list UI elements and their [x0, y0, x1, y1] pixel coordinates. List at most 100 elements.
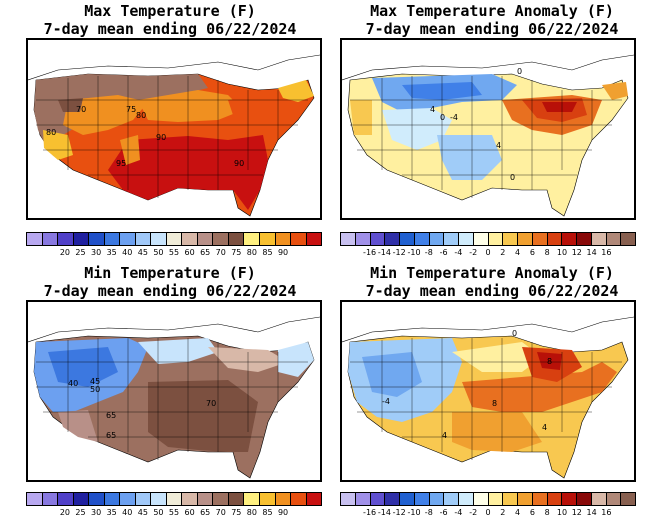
colorbar-swatch	[151, 233, 167, 245]
colorbar-min-temp	[26, 492, 322, 506]
colorbar-ticks-max-anom: -16 -14 -12 -10 -8 -6 -4 -2 0 2 4 6 8 10 12 14 16	[340, 248, 636, 260]
colorbar-tick-label: -12	[392, 508, 406, 517]
colorbar-swatch	[400, 233, 415, 245]
colorbar-swatch	[213, 233, 229, 245]
colorbar-tick-label: 8	[544, 248, 550, 257]
colorbar-tick-label: 8	[544, 508, 550, 517]
colorbar-tick-label: -2	[469, 508, 478, 517]
map-label: 4	[542, 423, 547, 432]
colorbar-swatch	[182, 493, 198, 505]
panel-title-min-temp: Min Temperature (F) 7-day mean ending 06…	[10, 264, 330, 300]
colorbar-tick-label: 20	[59, 508, 71, 517]
colorbar-swatch	[429, 493, 445, 505]
map-max-anom: 0 4 0 -4 4 0	[340, 38, 636, 220]
colorbar-swatch	[385, 233, 400, 245]
title-line2: 7-day mean ending 06/22/2024	[43, 20, 297, 38]
colorbar-tick-label: 40	[122, 248, 133, 257]
colorbar-swatch	[621, 493, 635, 505]
colorbar-tick-label: -14	[377, 508, 391, 517]
map-min-anom-svg: -4 0 4 4 8 8	[342, 302, 634, 480]
map-label: 0	[440, 113, 445, 122]
colorbar-swatch	[606, 493, 622, 505]
colorbar-tick-label: 10	[556, 508, 568, 517]
colorbar-max-anom	[340, 232, 636, 246]
colorbar-tick-label: -6	[439, 248, 448, 257]
colorbar-swatch	[27, 493, 43, 505]
colorbar-swatch	[414, 233, 430, 245]
colorbar-swatch	[182, 233, 198, 245]
colorbar-tick-label: 60	[184, 248, 195, 257]
map-max-anom-svg: 0 4 0 -4 4 0	[342, 40, 634, 218]
colorbar-swatch	[562, 233, 577, 245]
colorbar-tick-label: 4	[515, 508, 521, 517]
colorbar-tick-label: 85	[262, 248, 273, 257]
colorbar-tick-label: 16	[601, 248, 612, 257]
colorbar-swatch	[591, 493, 607, 505]
colorbar-tick-label: -14	[377, 248, 391, 257]
colorbar-swatch	[503, 493, 518, 505]
map-label: 4	[496, 141, 501, 150]
title-line2: 7-day mean ending 06/22/2024	[365, 20, 619, 38]
colorbar-swatch	[488, 233, 504, 245]
colorbar-swatch	[341, 233, 356, 245]
colorbar-ticks-min-anom: -16 -14 -12 -10 -8 -6 -4 -2 0 2 4 6 8 10 12 14 16	[340, 508, 636, 520]
colorbar-swatch	[259, 233, 276, 245]
map-label: 80	[46, 128, 56, 137]
colorbar-tick-label: -4	[454, 508, 463, 517]
colorbar-tick-label: 45	[137, 248, 148, 257]
map-min-temp-svg: 40 45 50 65 65 70	[28, 302, 320, 480]
colorbar-swatch	[547, 233, 563, 245]
colorbar-tick-label: 6	[529, 248, 535, 257]
map-label: 70	[206, 399, 216, 408]
colorbar-swatch	[197, 493, 214, 505]
map-min-anom: -4 0 4 4 8 8	[340, 300, 636, 482]
colorbar-tick-label: 80	[246, 248, 257, 257]
colorbar-swatch	[518, 493, 533, 505]
colorbar-tick-label: 70	[215, 508, 226, 517]
colorbar-swatch	[577, 233, 592, 245]
map-max-temp: 70 75 80 80 90 95 90	[26, 38, 322, 220]
colorbar-swatch	[275, 493, 292, 505]
colorbar-swatch	[532, 493, 548, 505]
colorbar-swatch	[120, 493, 136, 505]
map-label: 90	[234, 159, 244, 168]
map-label: 0	[510, 173, 515, 182]
colorbar-swatch	[89, 493, 105, 505]
map-label: 65	[106, 411, 116, 420]
colorbar-swatch	[151, 493, 167, 505]
colorbar-swatch	[429, 233, 445, 245]
colorbar-tick-label: 6	[529, 508, 535, 517]
colorbar-swatch	[291, 233, 307, 245]
panel-title-max-temp: Max Temperature (F) 7-day mean ending 06…	[10, 2, 330, 38]
colorbar-swatch	[414, 493, 430, 505]
colorbar-swatch	[503, 233, 518, 245]
map-label: 45	[90, 377, 100, 386]
colorbar-swatch	[621, 233, 635, 245]
title-line2: 7-day mean ending 06/22/2024	[43, 282, 297, 300]
colorbar-tick-label: 12	[571, 508, 582, 517]
colorbar-tick-label: 50	[153, 248, 164, 257]
colorbar-swatch	[135, 233, 152, 245]
colorbar-swatch	[73, 493, 90, 505]
map-label: 4	[430, 105, 435, 114]
panel-title-min-anom: Min Temperature Anomaly (F) 7-day mean e…	[332, 264, 652, 300]
map-label: 8	[547, 357, 552, 366]
colorbar-swatch	[213, 493, 229, 505]
colorbar-swatch	[27, 233, 43, 245]
map-label: 4	[442, 431, 447, 440]
colorbar-swatch	[291, 493, 307, 505]
colorbar-swatch	[488, 493, 504, 505]
colorbar-tick-label: -12	[392, 248, 406, 257]
colorbar-tick-label: -16	[363, 508, 377, 517]
map-label: 50	[90, 385, 100, 394]
colorbar-tick-label: 35	[106, 248, 117, 257]
map-label: 95	[116, 159, 126, 168]
colorbar-swatch	[228, 493, 245, 505]
colorbar-swatch	[166, 493, 183, 505]
colorbar-swatch	[120, 233, 136, 245]
colorbar-tick-label: 60	[184, 508, 195, 517]
colorbar-swatch	[606, 233, 622, 245]
title-line1: Min Temperature Anomaly (F)	[370, 264, 614, 282]
colorbar-tick-label: -6	[439, 508, 448, 517]
colorbar-swatch	[370, 233, 386, 245]
